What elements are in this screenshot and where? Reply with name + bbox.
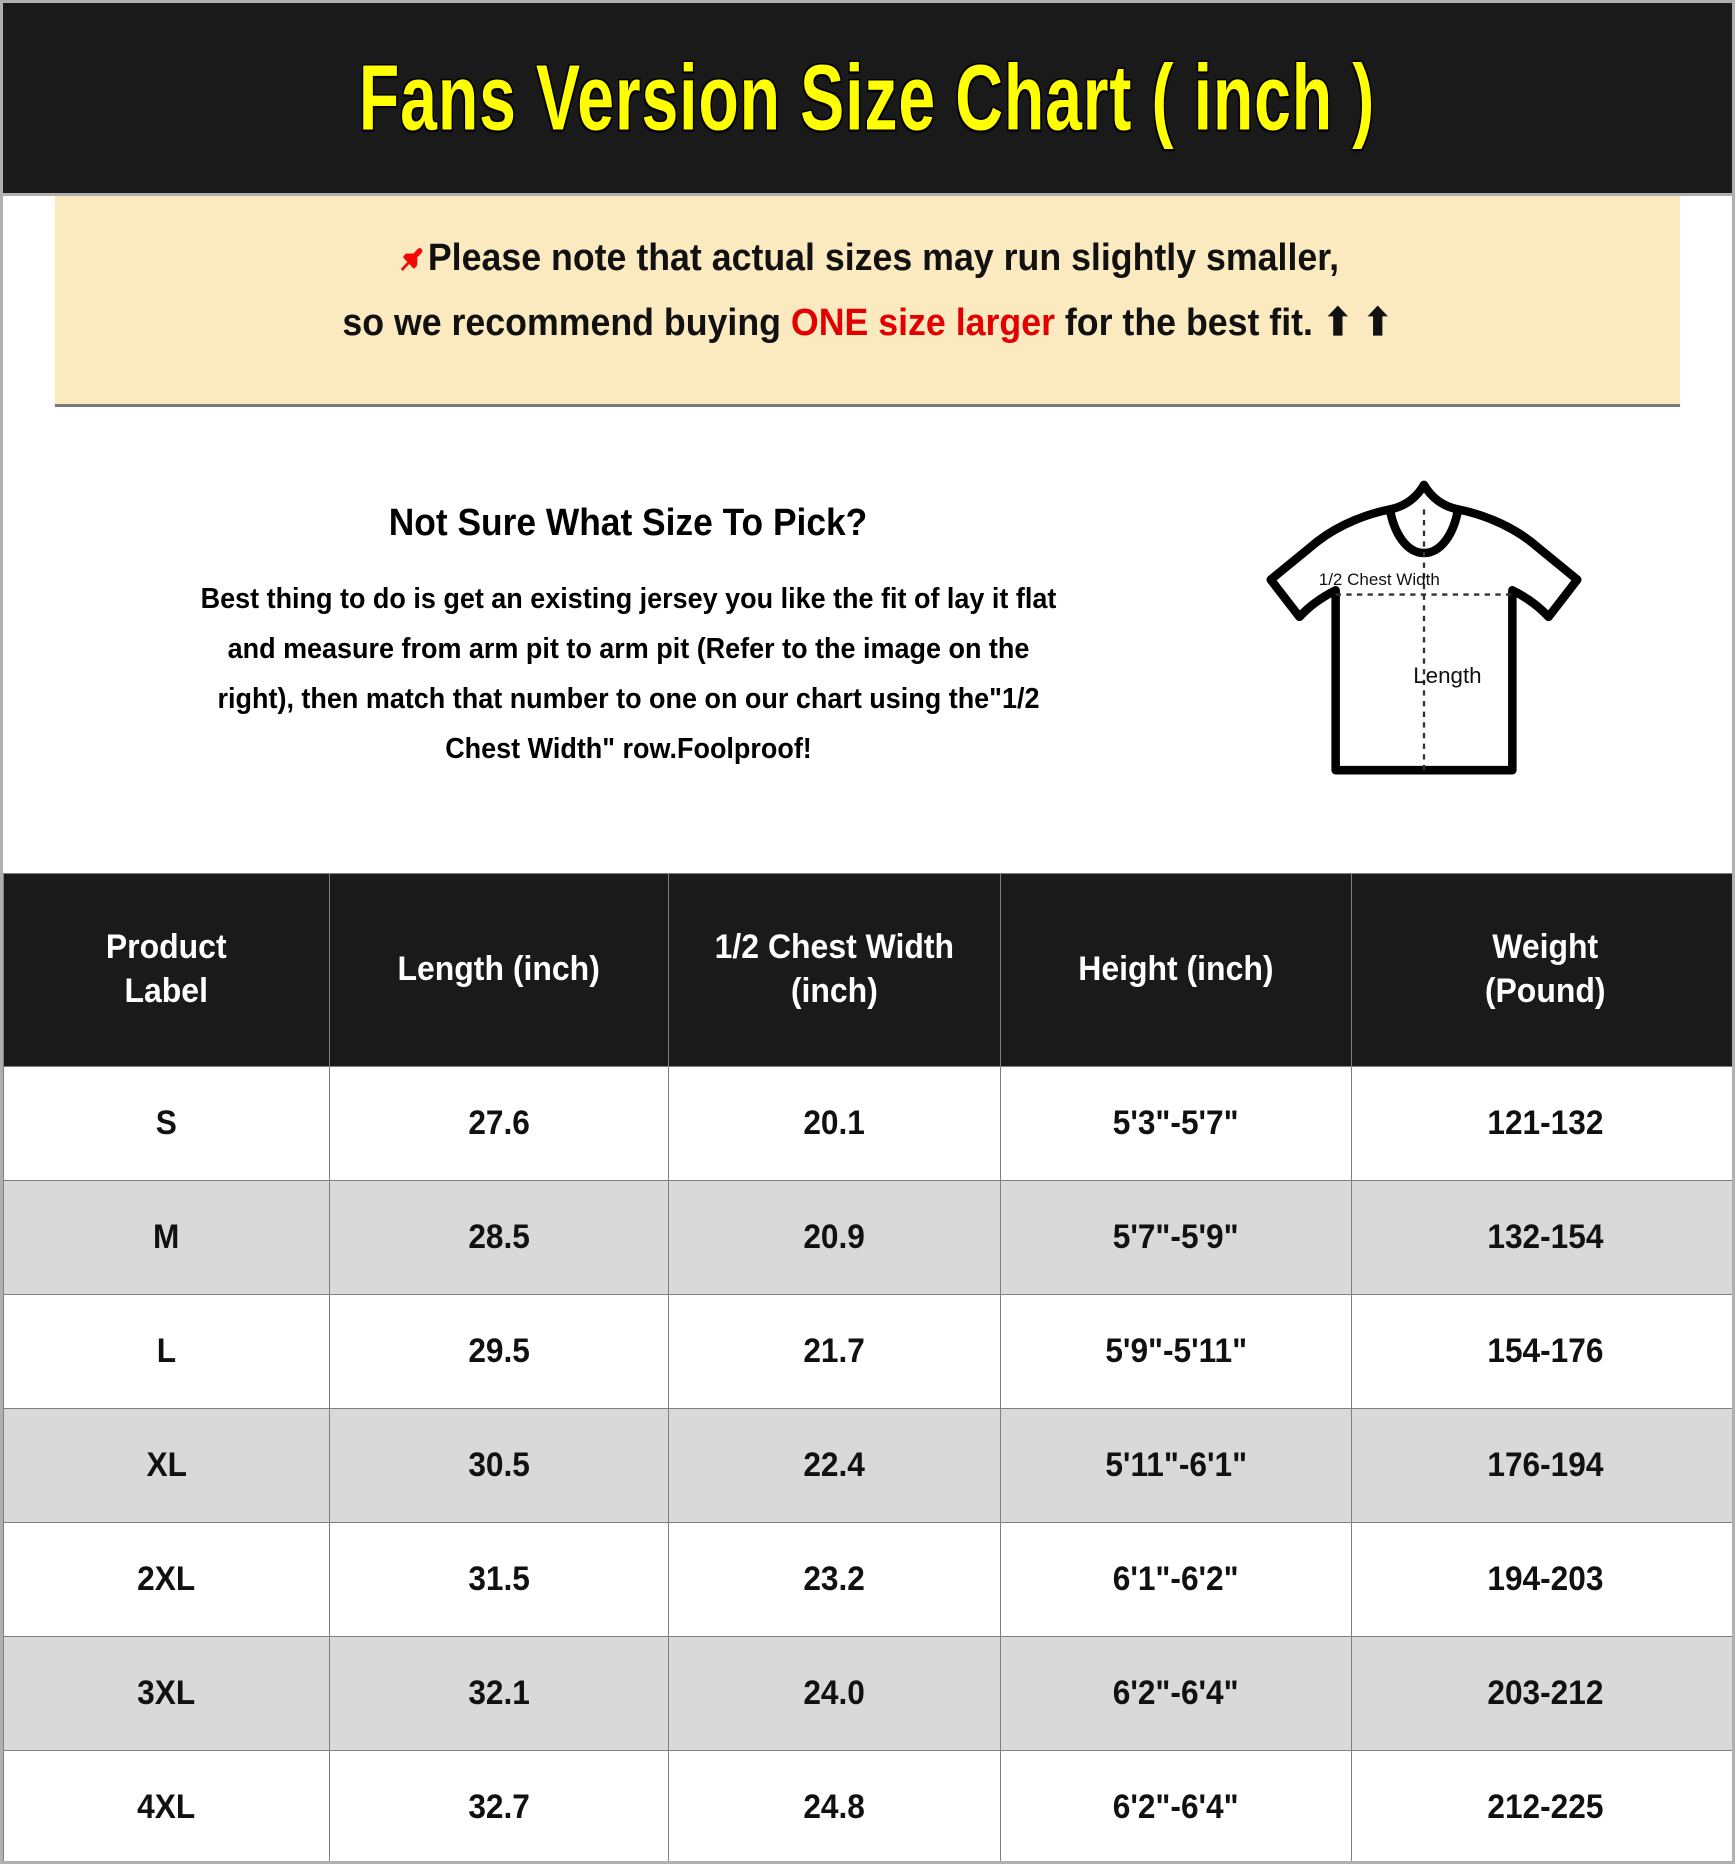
svg-text:1/2 Chest Width: 1/2 Chest Width <box>1319 570 1440 589</box>
svg-text:Length: Length <box>1413 663 1481 688</box>
